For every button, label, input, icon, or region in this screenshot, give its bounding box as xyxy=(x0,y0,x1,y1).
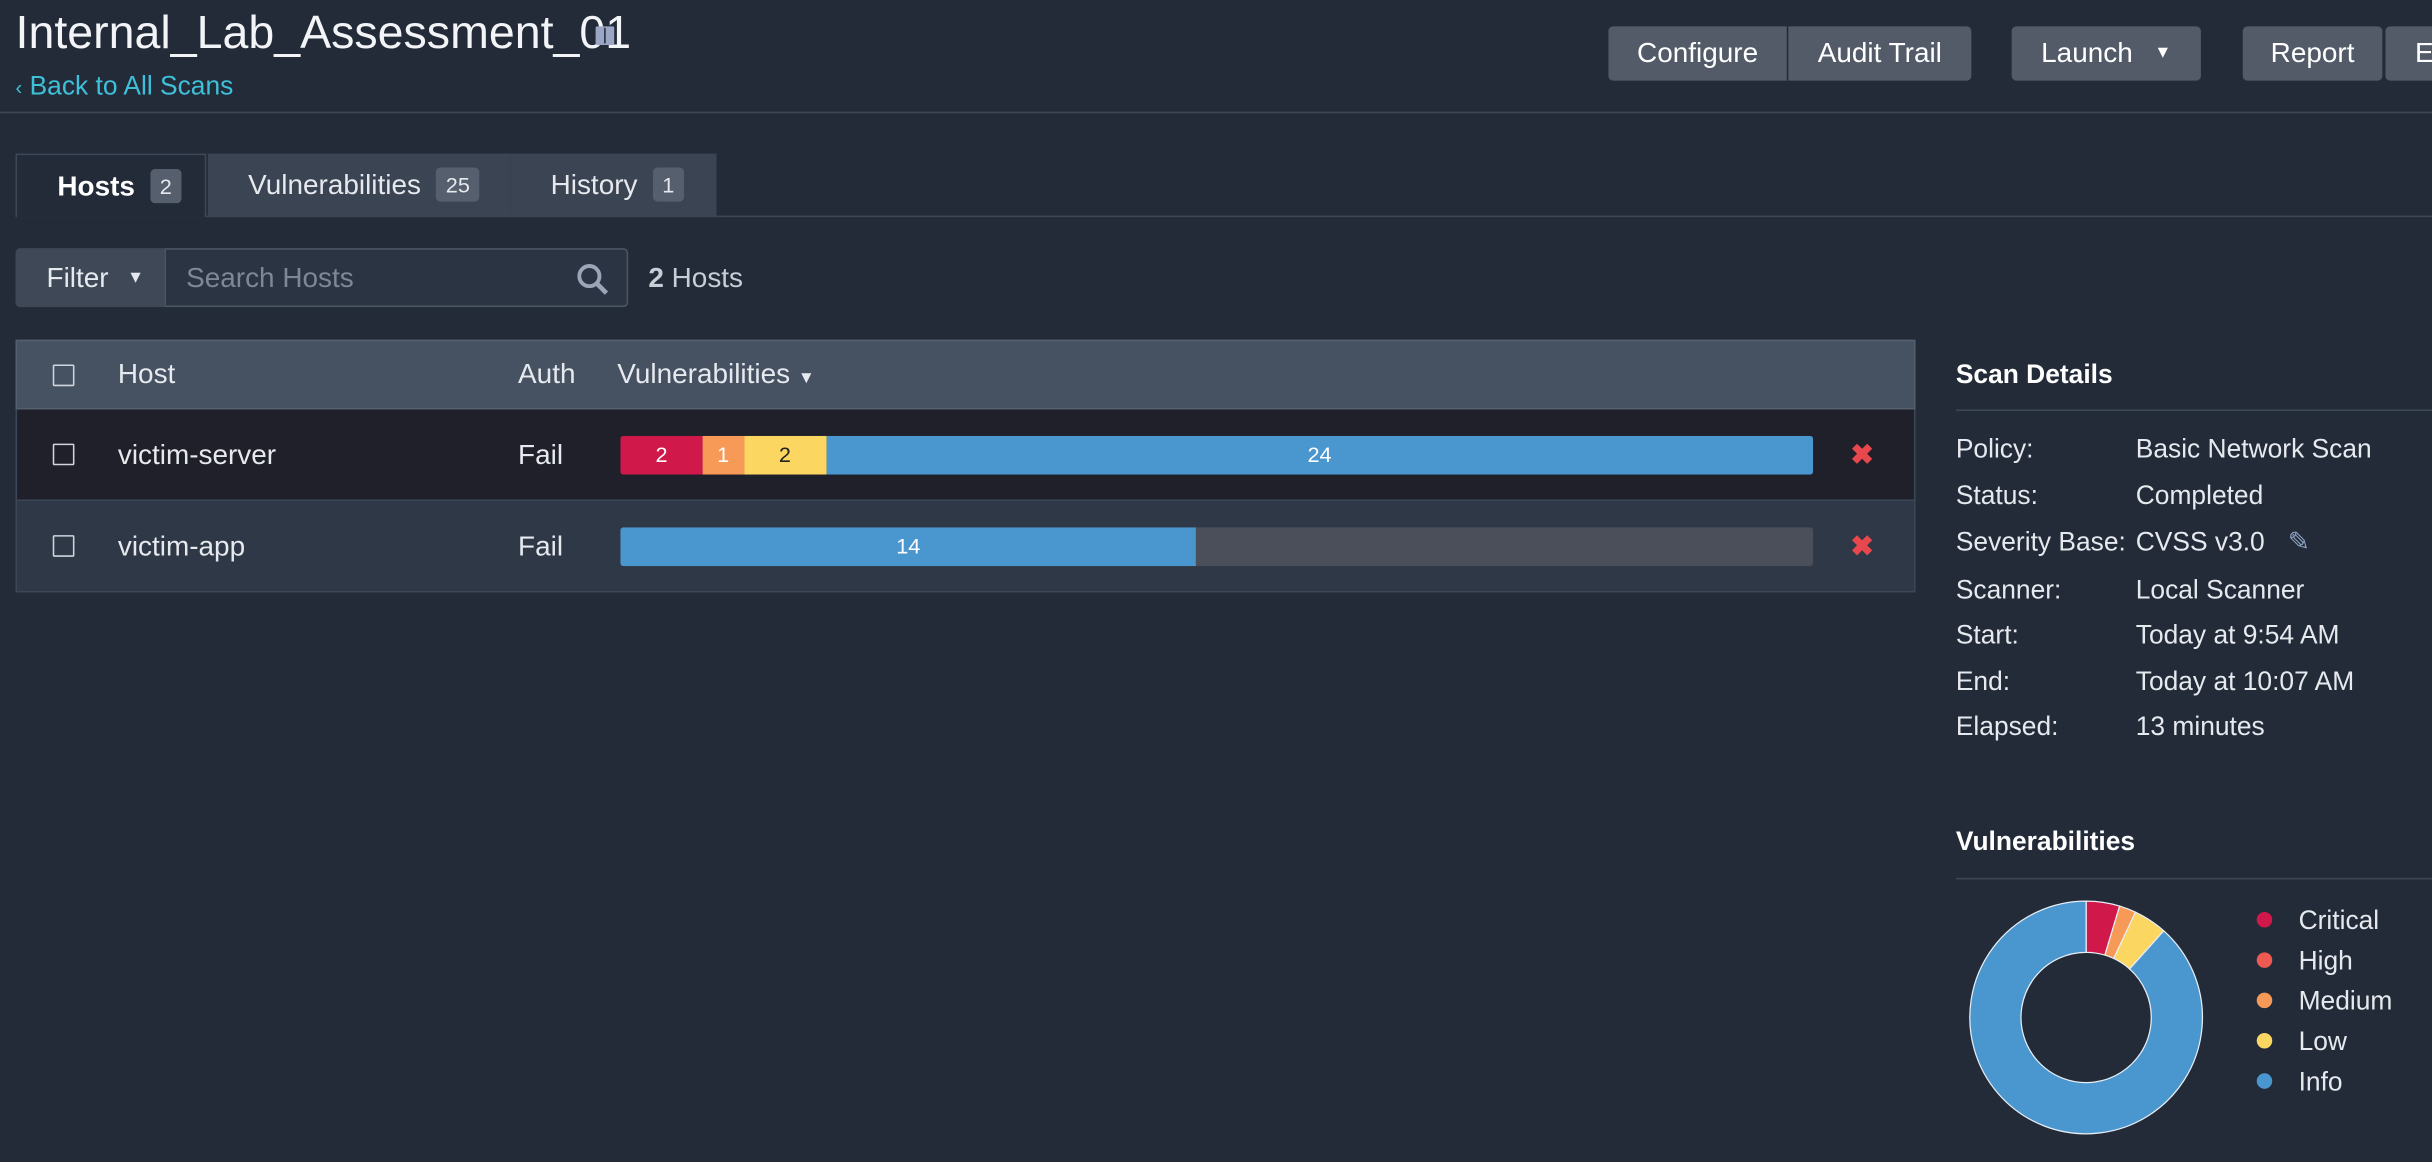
history-tab[interactable]: History 1 xyxy=(510,153,717,218)
detail-label: Start: xyxy=(1955,620,2019,650)
legend-dot xyxy=(2256,1073,2273,1089)
severity-segment: 14 xyxy=(620,527,1197,567)
tab-divider xyxy=(15,215,2432,218)
filter-label[interactable]: Filter xyxy=(46,262,109,294)
edit-icon[interactable]: ✎ xyxy=(2287,527,2310,557)
detail-value: Today at 9:54 AM xyxy=(2135,620,2340,650)
detail-value: Basic Network Scan xyxy=(2135,434,2372,464)
vulnerabilities-title: Vulnerabilities xyxy=(1955,826,2136,857)
severity-segment: 2 xyxy=(743,435,827,475)
host-row[interactable]: victim-app Fail 14 ✖ xyxy=(15,500,1916,593)
hosts-tab[interactable]: Hosts 2 xyxy=(15,153,207,218)
legend-label: Medium xyxy=(2299,986,2393,1016)
table-header: Host Auth Vulnerabilities ▼ xyxy=(15,339,1916,410)
detail-value: CVSS v3.0 xyxy=(2135,527,2265,557)
row-checkbox[interactable] xyxy=(52,535,75,557)
detail-label: Policy: xyxy=(1955,434,2034,464)
detail-label: Severity Base: xyxy=(1955,527,2126,557)
detail-value: Completed xyxy=(2135,480,2264,511)
detail-label: End: xyxy=(1955,666,2011,697)
auth-status: Fail xyxy=(518,438,564,470)
severity-segment: 24 xyxy=(826,435,1814,475)
back-link-text[interactable]: Back to All Scans xyxy=(29,71,234,101)
column-header[interactable]: Vulnerabilities ▼ xyxy=(617,358,815,390)
scan-details-title: Scan Details xyxy=(1955,359,2113,390)
legend-dot xyxy=(2256,992,2273,1009)
detail-value: Today at 10:07 AM xyxy=(2135,666,2355,697)
tab-label[interactable]: Vulnerabilities xyxy=(248,169,421,201)
row-checkbox[interactable] xyxy=(52,443,75,466)
search-placeholder: Search Hosts xyxy=(186,262,354,294)
host-row[interactable]: victim-server Fail 2 1 2 24 ✖ xyxy=(15,409,1916,501)
book-icon xyxy=(595,26,615,45)
severity-bar: 2 1 2 24 xyxy=(620,435,1814,475)
legend-label: Low xyxy=(2299,1026,2348,1056)
detail-label: Scanner: xyxy=(1955,575,2062,605)
detail-label: Status: xyxy=(1955,480,2038,511)
remove-host[interactable]: ✖ xyxy=(1850,438,1874,470)
host-name: victim-server xyxy=(117,438,277,470)
severity-segment: 1 xyxy=(702,435,744,475)
launch-label[interactable]: Launch xyxy=(2041,37,2133,69)
tab-label[interactable]: History xyxy=(550,169,638,201)
vulnerability-donut: Critical High Medium Low Info xyxy=(1969,900,2393,1135)
donut-slice xyxy=(1969,900,2204,1135)
remove-host[interactable]: ✖ xyxy=(1850,530,1874,562)
host-count-label: Hosts xyxy=(671,262,744,294)
column-header-label[interactable]: Vulnerabilities xyxy=(617,358,791,390)
tab-count: 2 xyxy=(150,169,182,204)
legend-label: High xyxy=(2299,945,2353,975)
detail-value: 13 minutes xyxy=(2135,711,2265,742)
tab-label[interactable]: Hosts xyxy=(57,170,135,202)
column-header[interactable]: Host xyxy=(117,358,176,390)
search-icon[interactable] xyxy=(575,262,609,296)
vulnerabilities-tab[interactable]: Vulnerabilities 25 xyxy=(207,153,511,218)
configure-button[interactable]: Configure xyxy=(1608,26,1787,81)
legend-dot xyxy=(2256,952,2273,968)
host-count: 2 Hosts xyxy=(648,262,743,295)
filter-button[interactable]: Filter ▼ xyxy=(15,248,165,308)
column-header[interactable]: Auth xyxy=(518,358,576,390)
export-button[interactable]: E xyxy=(2385,26,2432,81)
back-link[interactable]: ‹ Back to All Scans xyxy=(15,71,234,101)
tab-count: 1 xyxy=(653,167,684,202)
audit-trail-button[interactable]: Audit Trail xyxy=(1788,26,1972,81)
host-name: victim-app xyxy=(117,530,246,562)
scan-title: Internal_Lab_Assessment_01 xyxy=(15,7,632,59)
section-divider xyxy=(1955,409,2432,412)
launch-button[interactable]: Launch ▼ xyxy=(2011,26,2201,81)
detail-value: Local Scanner xyxy=(2135,575,2305,605)
legend-label: Info xyxy=(2299,1066,2343,1096)
select-all-checkbox[interactable] xyxy=(52,364,75,387)
legend-dot xyxy=(2256,911,2273,928)
section-divider xyxy=(1955,877,2432,880)
auth-status: Fail xyxy=(518,530,564,562)
severity-bar: 14 xyxy=(620,527,1814,567)
header-divider xyxy=(0,111,2432,114)
host-count-number: 2 xyxy=(648,262,664,294)
legend-label: Critical xyxy=(2299,905,2380,935)
report-button[interactable]: Report xyxy=(2242,26,2383,81)
search-box[interactable]: Search Hosts xyxy=(164,248,629,308)
tab-count: 25 xyxy=(436,167,480,202)
detail-label: Elapsed: xyxy=(1955,711,2059,742)
severity-segment: 2 xyxy=(620,435,703,475)
legend-dot xyxy=(2256,1032,2273,1049)
